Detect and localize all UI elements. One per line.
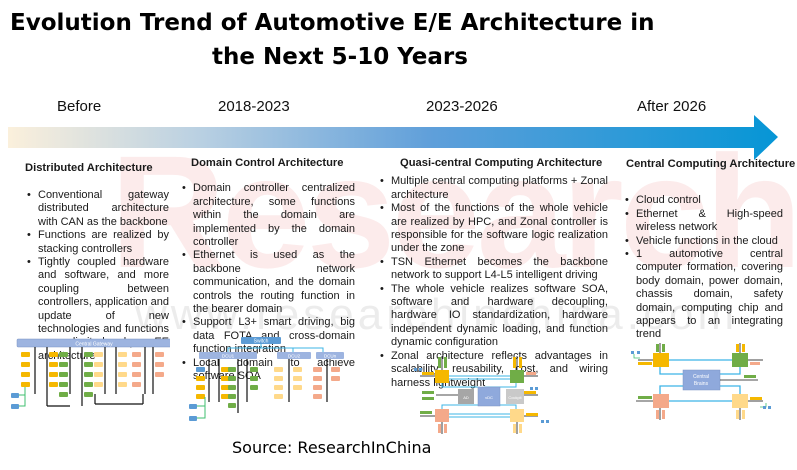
column-heading: Quasi-central Computing Architecture bbox=[400, 157, 603, 169]
column-distributed: Distributed Architecture bbox=[25, 162, 175, 175]
bullet: Most of the functions of the whole vehic… bbox=[378, 202, 608, 256]
title-line-1: Evolution Trend of Automotive E/E Archit… bbox=[10, 10, 655, 36]
bullet: Tightly coupled hardware and software, a… bbox=[25, 256, 169, 363]
bullet: TSN Ethernet becomes the backbone networ… bbox=[378, 256, 608, 283]
timeline-arrow bbox=[8, 115, 778, 160]
column-domain-control: Domain Control Architecture Domain contr… bbox=[180, 157, 355, 384]
svg-text:Cockpit: Cockpit bbox=[508, 395, 522, 400]
svg-text:AD: AD bbox=[463, 395, 469, 400]
title-line-2: the Next 5-10 Years bbox=[212, 44, 468, 70]
column-distributed-bullets: Conventional gateway distributed archite… bbox=[25, 189, 169, 363]
column-heading: Central Computing Architecture bbox=[626, 158, 796, 170]
svg-text:DCU1: DCU1 bbox=[222, 354, 235, 359]
bullet: Conventional gateway distributed archite… bbox=[25, 189, 169, 229]
column-heading: Domain Control Architecture bbox=[191, 157, 344, 169]
switch-label: Switch bbox=[254, 339, 269, 345]
domain-control-diagram: Switch DCU1 DCU2 DCUn bbox=[189, 337, 344, 421]
bullet: 1 automotive central computer formation,… bbox=[623, 248, 783, 342]
bullet: Ethernet & High-speed wireless network bbox=[623, 208, 783, 235]
central-computing-diagram: Central Brains bbox=[631, 343, 771, 420]
era-label-before: Before bbox=[57, 98, 102, 115]
bullet: Support L3+ smart driving, big data FOTA… bbox=[180, 316, 355, 356]
bullet: Vehicle functions in the cloud bbox=[623, 235, 783, 249]
svg-text:vDC: vDC bbox=[485, 395, 493, 400]
bullet: The whole vehicle realizes software SOA,… bbox=[378, 283, 608, 350]
era-label-2023-2026: 2023-2026 bbox=[426, 98, 498, 115]
svg-text:DCU2: DCU2 bbox=[288, 354, 301, 359]
svg-text:DCUn: DCUn bbox=[324, 354, 337, 359]
bullet: Cloud control bbox=[623, 194, 783, 208]
bullet: Domain controller centralized architectu… bbox=[180, 182, 355, 249]
column-central-computing: Central Computing Architecture Cloud con… bbox=[623, 158, 796, 342]
distributed-architecture-diagram: Central Gateway bbox=[11, 338, 170, 409]
svg-text:Brains: Brains bbox=[694, 381, 709, 387]
central-gateway-label: Central Gateway bbox=[75, 342, 113, 348]
source-caption: Source: ResearchInChina bbox=[232, 438, 432, 457]
bullet: Functions are realized by stacking contr… bbox=[25, 229, 169, 256]
bullet: Multiple central computing platforms + Z… bbox=[378, 175, 608, 202]
svg-text:Central: Central bbox=[693, 374, 709, 380]
bullet: Ethernet is used as the backbone network… bbox=[180, 249, 355, 316]
quasi-central-diagram: vDC AD Cockpit bbox=[414, 356, 549, 434]
column-quasi-central: Quasi-central Computing Architecture Mul… bbox=[378, 157, 608, 390]
era-label-2018-2023: 2018-2023 bbox=[218, 98, 290, 115]
column-heading: Distributed Architecture bbox=[25, 162, 153, 174]
era-label-after-2026: After 2026 bbox=[637, 98, 707, 115]
